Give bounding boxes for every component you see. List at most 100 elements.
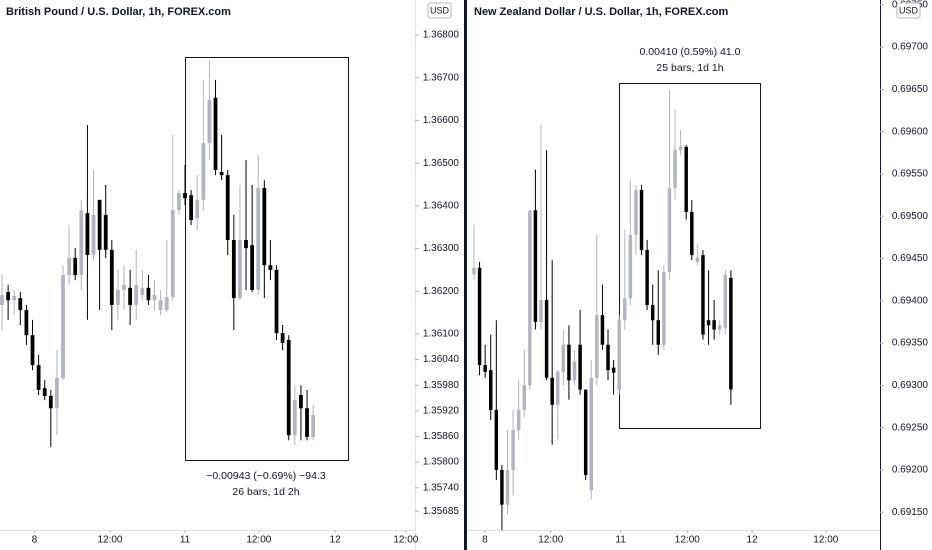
candle-body-up [623,298,627,321]
candle-body-up [79,210,84,276]
candle-body-down [701,255,705,335]
candle-body-up [678,146,683,151]
candle-body-down [85,213,90,255]
candle-body-down [477,267,482,366]
candle-body-down [183,193,187,199]
candle-body-down [268,265,273,270]
candle-body-up [195,199,200,219]
candle-body-up [472,267,476,275]
candle-body-down [606,344,610,371]
candle-body-up [617,320,621,390]
candle-body-up [556,371,560,405]
candle-body-down [483,365,487,372]
candle-body-up [723,274,728,328]
x-tick-label: 12 [747,535,759,546]
chart-title: New Zealand Dollar / U.S. Dollar, 1h, FO… [474,6,729,18]
measure-range: 25 bars, 1d 1h [656,62,723,74]
candle-body-down [305,408,309,437]
candle-body-up [0,295,4,305]
measure-box [619,83,761,429]
y-tick-label: 1.35860 [423,431,460,442]
x-tick-label: 8 [32,535,38,546]
x-tick-label: 12:00 [97,535,122,546]
currency-badge [896,2,921,19]
x-tick-label: 12 [330,535,342,546]
y-tick-label: 1.36600 [423,115,460,126]
candle-body-up [61,275,65,378]
candle-body-down [286,339,291,436]
measure-range: 26 bars, 1d 2h [232,486,299,498]
y-tick-label: 1.35920 [423,405,460,416]
candle-body-up [673,150,677,189]
y-tick-label: 1.36100 [423,329,460,340]
y-tick-label: 1.35685 [423,506,460,517]
candle-body-down [128,287,133,305]
candle-body-up [201,143,206,200]
pane-divider [464,0,467,550]
candle-body-up [116,289,120,305]
candle-body-up [528,210,532,386]
candle-body-down [231,240,236,299]
candle-body-down [533,210,538,322]
measure-change: 0.00410 (0.59%) 41.0 [640,46,741,58]
candle-body-up [256,187,261,290]
candle-body-up [152,295,157,301]
candle-body-up [12,295,17,301]
candle-body-down [30,335,35,366]
x-tick-label: 11 [180,535,191,546]
candle-body-up [122,284,126,290]
candle-body-down [639,189,644,251]
candle-body-down [489,370,493,410]
chart-title: British Pound / U.S. Dollar, 1h, FOREX.c… [6,6,231,18]
currency-label: USD [430,5,450,15]
candle-body-down [567,344,571,381]
candle-body-up [695,257,700,262]
candle-body-up [177,193,181,211]
candle-body-down [262,187,267,266]
candle-body-down [690,211,694,256]
candle-body-down [684,146,688,212]
x-tick-label: 12:00 [538,535,563,546]
candle-body-up [522,385,526,410]
candle-body-down [109,249,114,305]
y-tick-label: 1.35800 [423,457,460,468]
candle-body-up [561,344,566,372]
y-tick-label: 1.36200 [423,286,460,297]
x-tick-label: 12:00 [393,535,418,546]
measure-box [185,57,349,461]
candle-body-up [511,430,515,470]
candle-body-down [583,389,588,476]
candle-body-down [97,199,102,250]
candle-body-up [595,315,599,378]
candle-body-up [67,257,72,276]
candle-body-up [55,377,59,409]
x-tick-label: 12:00 [675,535,700,546]
y-tick-label: 1.36800 [423,30,460,41]
y-tick-label: 0.69200 [892,465,929,476]
candle-body-up [91,214,96,255]
candle-body-down [189,195,194,220]
y-tick-label: 1.36400 [423,200,460,211]
y-tick-label: 1.36500 [423,158,460,169]
candle-body-down [611,367,616,373]
candle-body-up [717,325,722,330]
candle-body-up [170,210,175,298]
measure-change: −0.00943 (−0.69%) −94.3 [206,470,326,482]
x-tick-label: 8 [482,535,488,546]
candle-body-down [600,315,605,345]
candle-body-down [48,395,53,409]
candle-body-down [36,365,41,390]
candle-body-up [662,272,666,345]
candle-body-down [729,277,733,390]
candle-body-up [207,99,212,144]
candle-body-down [103,214,108,250]
candle-body-up [158,300,163,311]
y-tick-label: 0.69400 [892,295,929,306]
y-tick-label: 0.69600 [892,126,929,137]
candle-body-up [134,284,139,305]
candle-body-down [213,97,218,170]
candle-body-down [146,287,151,301]
candle-body-up [292,400,297,436]
candle-body-down [650,305,655,321]
